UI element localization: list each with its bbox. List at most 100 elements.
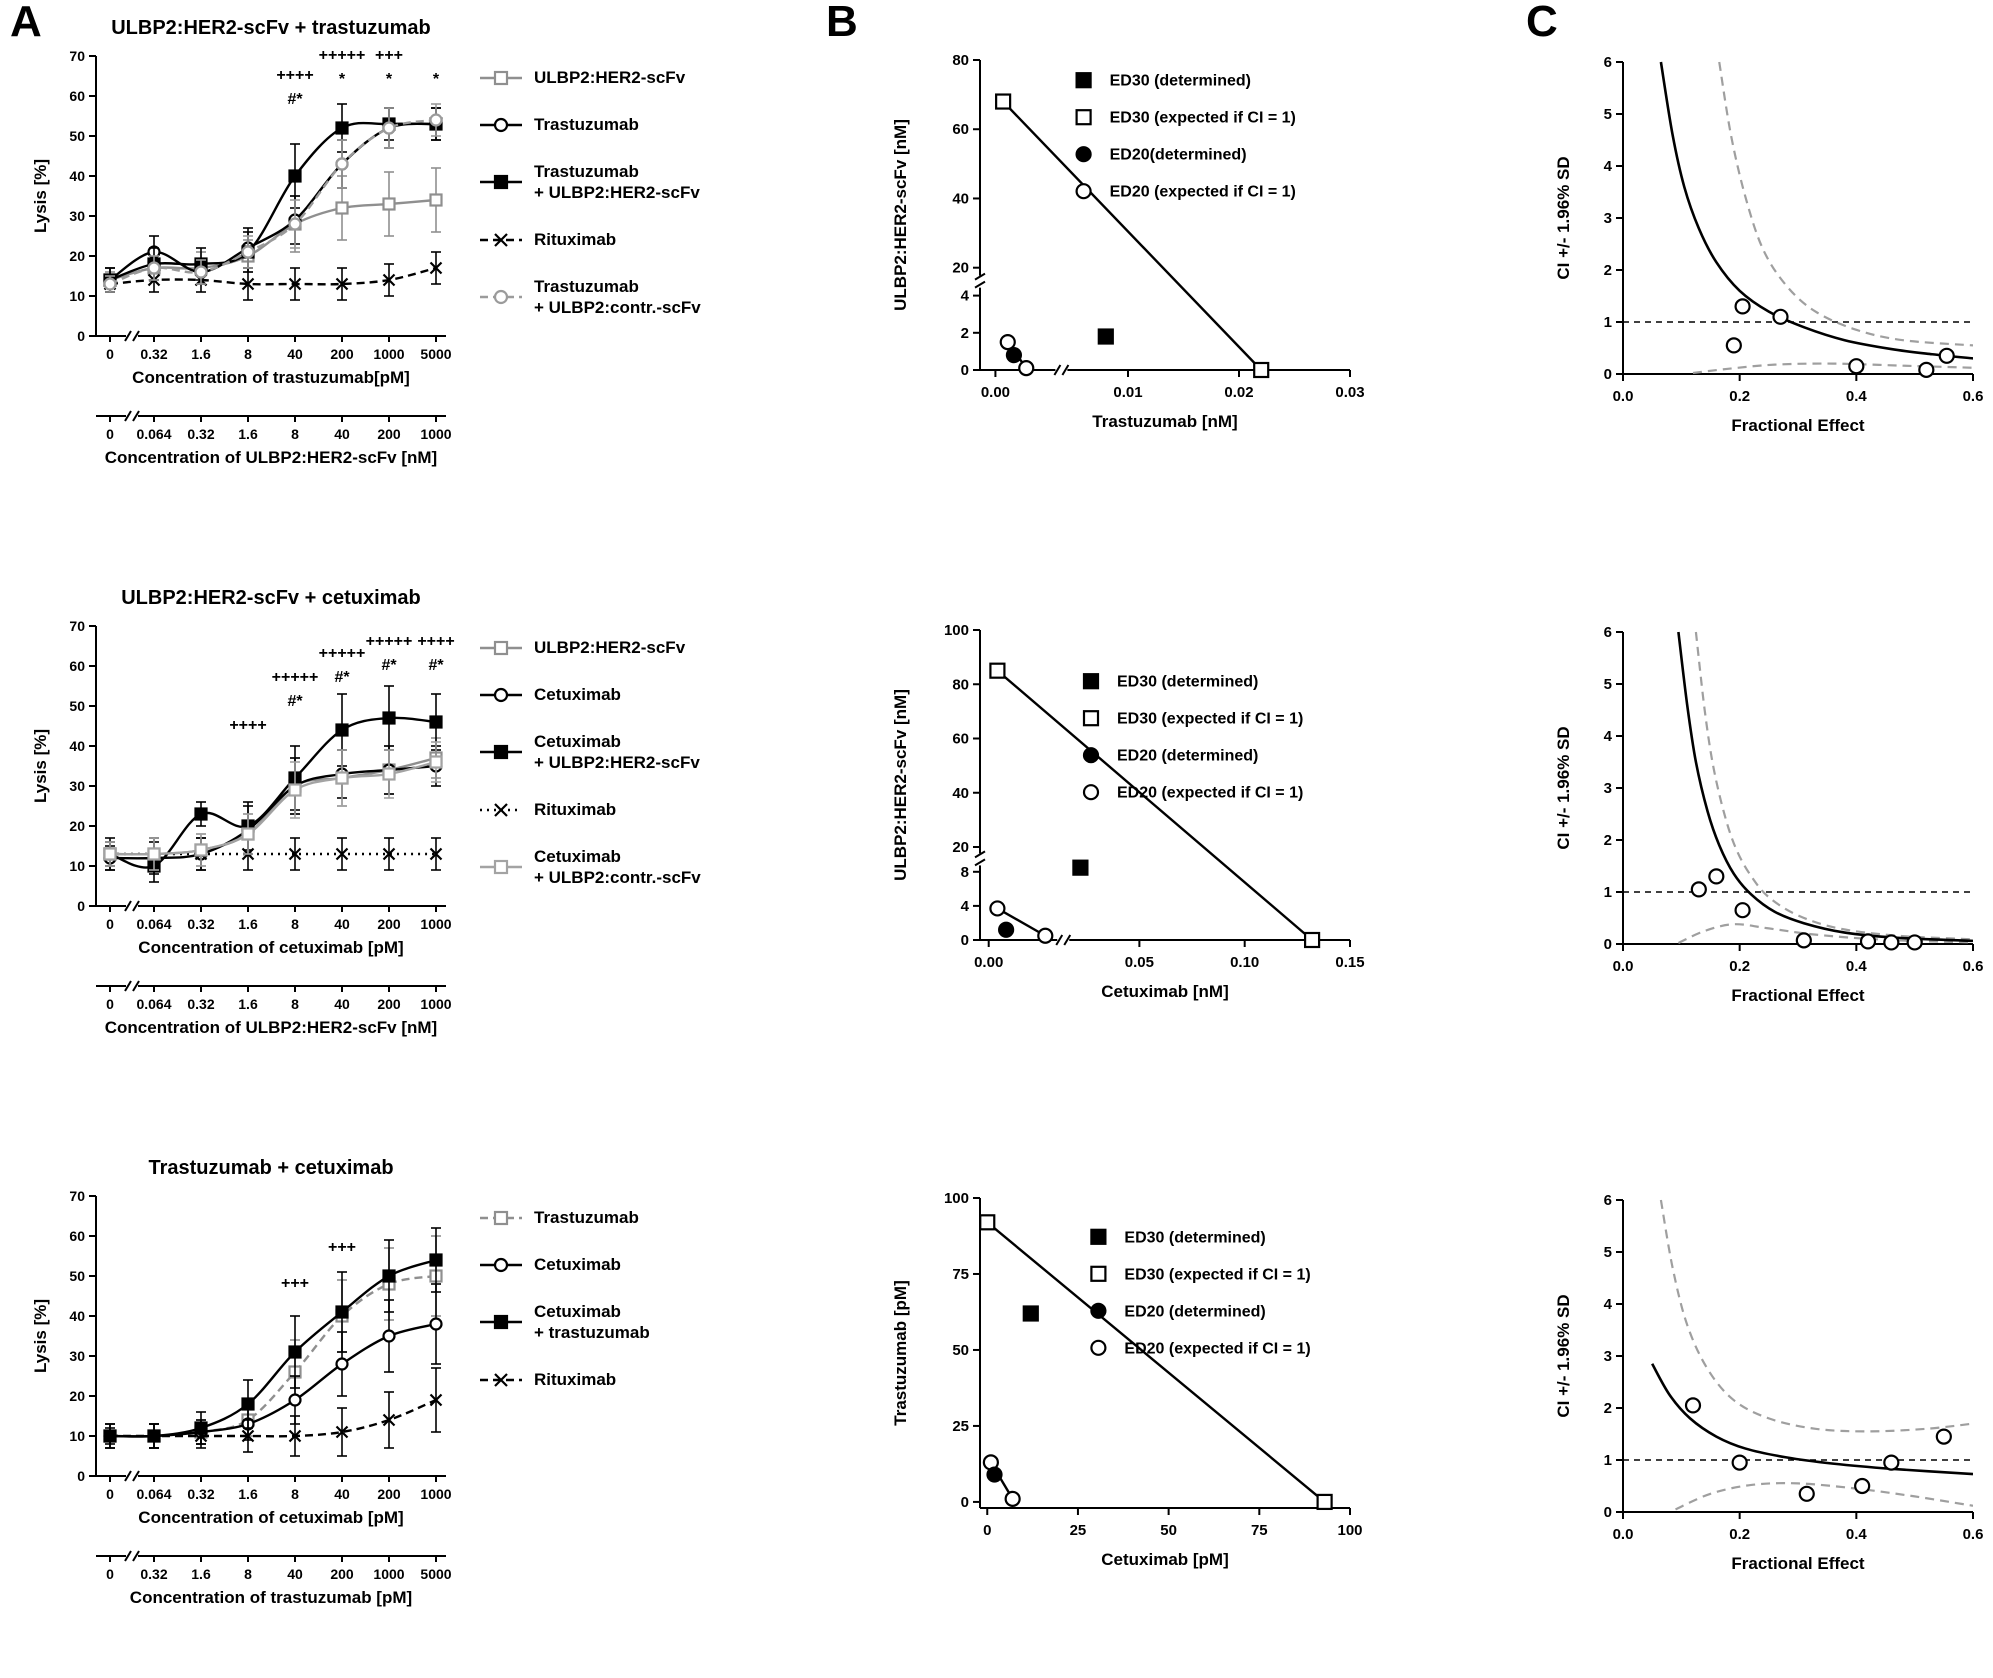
legend-item: Trastuzumab + ULBP2:HER2-scFv (480, 162, 700, 202)
tick-label: 60 (69, 1228, 85, 1244)
tick-label: 60 (69, 658, 85, 674)
legend-item: Trastuzumab + ULBP2:contr.-scFv (480, 277, 701, 317)
tick-label: 40 (952, 190, 969, 207)
tick-label: 0.2 (1729, 1526, 1750, 1543)
axis-title: Cetuximab [nM] (1101, 982, 1229, 1001)
tick-label: 200 (377, 426, 401, 442)
tick-label: 2 (1604, 1400, 1612, 1417)
axis-break (976, 853, 984, 866)
tick-label: 6 (1604, 624, 1612, 641)
tick-label: 75 (952, 1266, 969, 1283)
axis-title: CI +/- 1.96% SD (1554, 156, 1573, 279)
tick-label: 70 (69, 48, 85, 64)
tick-label: 40 (287, 346, 303, 362)
legend-item: ED30 (expected if CI = 1) (1075, 109, 1296, 127)
data-point (1734, 902, 1751, 919)
ci-fit-curve (1651, 1363, 1973, 1476)
axis-title: ULBP2:HER2-scFv [nM] (891, 119, 910, 311)
chart-isobologram-trast-cetux: 0 25 50 75 100 0 25 50 75 100 Cetuximab [pM] Trastu… (880, 1168, 1460, 1638)
tick-label: 2 (961, 325, 969, 342)
chart-dose-response-cetuximab-combo: ULBP2:HER2-scFv + cetuximab 0 10 20 30 40 50 60… (26, 578, 766, 1118)
tick-label: 6 (1604, 54, 1612, 71)
tick-label: 0 (961, 362, 969, 379)
tick-label: 80 (952, 52, 969, 69)
tick-label: 1 (1604, 314, 1612, 331)
tick-label: 0 (1604, 366, 1612, 383)
ci-fit-curve (1659, 61, 1973, 360)
legend-label: Trastuzumab (534, 115, 639, 134)
tick-label: 0.6 (1963, 958, 1984, 975)
significance-annotation: ++++ (276, 67, 313, 84)
tick-label: 40 (287, 1566, 303, 1582)
axis-break (126, 902, 138, 910)
axes (89, 55, 446, 342)
data-point (1731, 1454, 1748, 1471)
ci-data-points (1684, 1397, 1952, 1502)
tick-label: 4 (961, 288, 970, 305)
ci-fit-curve (1677, 631, 1973, 943)
b2-svg: 0.00 0.05 0.10 0.15 0 4 8 20 40 60 80 100 Cetuximab … (891, 622, 1365, 1001)
significance-annotation: +++ (328, 1239, 356, 1256)
panel-label-b: B (826, 0, 858, 46)
secondary-axis (96, 415, 446, 422)
data-point (1906, 934, 1923, 951)
tick-label: 1.6 (191, 346, 211, 362)
legend-label: ED30 (determined) (1124, 1229, 1265, 1246)
tick-label: 8 (961, 864, 969, 881)
tick-label: 0.32 (187, 916, 214, 932)
tick-label: 6 (1604, 1192, 1612, 1209)
tick-label: 40 (69, 1308, 85, 1324)
tick-label: 3 (1604, 210, 1612, 227)
significance-annotation: #* (381, 657, 397, 674)
data-point (1859, 933, 1877, 950)
ci-data-points (1690, 868, 1923, 951)
tick-label: 0.05 (1125, 954, 1154, 971)
tick-label: 40 (334, 1486, 350, 1502)
tick-label: 0.064 (136, 426, 171, 442)
tick-label: 70 (69, 1188, 85, 1204)
tick-label: 0.32 (140, 1566, 167, 1582)
tick-label: 0.32 (140, 346, 167, 362)
tick-label: 4 (1604, 728, 1613, 745)
tick-label: 100 (944, 1190, 969, 1207)
tick-label: 0 (77, 898, 85, 914)
legend-label: + trastuzumab (534, 1323, 650, 1342)
legend-item: ED20 (expected if CI = 1) (1090, 1339, 1311, 1357)
axis-title: ULBP2:HER2-scFv [nM] (891, 689, 910, 881)
legend-item: Trastuzumab (480, 1208, 639, 1227)
a3-svg: Trastuzumab + cetuximab 0 10 20 30 40 50 60 70 0 0… (31, 1157, 650, 1607)
legend-label: Rituximab (534, 230, 616, 249)
chart-title: Trastuzumab + cetuximab (148, 1157, 393, 1179)
axes (973, 1197, 1351, 1515)
tick-label: 200 (330, 346, 354, 362)
axis-title: Lysis [%] (31, 1299, 50, 1373)
tick-label: 50 (69, 698, 85, 714)
tick-label: 1000 (420, 996, 451, 1012)
secondary-axis (96, 1555, 446, 1562)
tick-label: 2 (1604, 262, 1612, 279)
axis-break (1057, 936, 1070, 944)
axis-break (126, 1552, 138, 1560)
legend-item: Cetuximab + trastuzumab (480, 1302, 650, 1342)
tick-label: 1000 (420, 1486, 451, 1502)
tick-label: 60 (69, 88, 85, 104)
significance-annotation: * (386, 71, 393, 88)
chart-title: ULBP2:HER2-scFv + cetuximab (121, 587, 421, 609)
ci-curves (1677, 631, 1973, 944)
tick-label: 8 (291, 1486, 299, 1502)
series-ed20-determined (998, 921, 1015, 938)
chart-dose-response-trastuzumab-combo: ULBP2:HER2-scFv + trastuzumab 0 10 20 30 40 50… (26, 8, 766, 548)
data-point (1883, 1454, 1900, 1471)
axis-title: Concentration of trastuzumab[pM] (132, 368, 410, 387)
legend-label: Cetuximab (534, 1302, 621, 1321)
legend-label: Rituximab (534, 1370, 616, 1389)
legend-label: Trastuzumab (534, 1208, 639, 1227)
tick-label: 80 (952, 676, 969, 693)
data-point (1772, 308, 1789, 325)
axis-title: Fractional Effect (1731, 416, 1865, 435)
axis-title: Fractional Effect (1731, 1554, 1865, 1573)
legend-item: ED20 (expected if CI = 1) (1075, 183, 1296, 201)
tick-label: 8 (244, 346, 252, 362)
legend-label: ED30 (expected if CI = 1) (1110, 110, 1296, 127)
tick-label: 1.6 (238, 996, 258, 1012)
